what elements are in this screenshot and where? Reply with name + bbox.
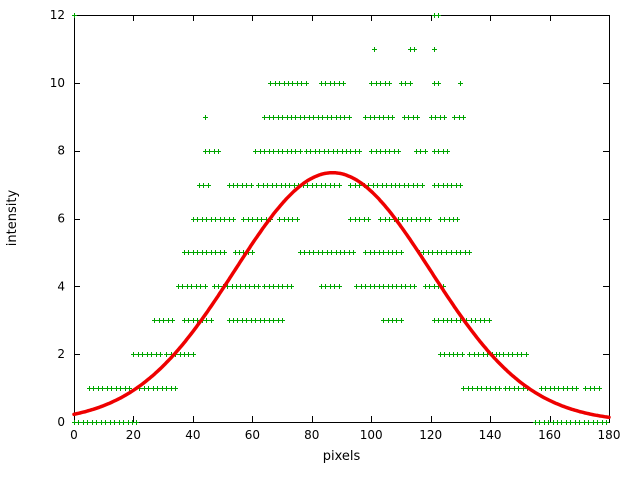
scatter-row (87, 386, 602, 391)
x-tick-label: 20 (126, 428, 141, 442)
x-tick-label: 0 (70, 428, 78, 442)
x-axis-title: pixels (322, 449, 361, 464)
x-tick-label: 60 (245, 428, 260, 442)
y-tick-label: 12 (50, 8, 65, 22)
fit-curve (72, 170, 611, 420)
scatter-row (72, 13, 441, 18)
scatter-row (372, 47, 437, 52)
scatter-row (176, 284, 446, 289)
y-tick-label: 10 (50, 76, 65, 90)
plot-border (74, 15, 610, 423)
scatter-row (131, 352, 529, 357)
axis-ticks (74, 15, 610, 423)
x-tick-label: 180 (598, 428, 621, 442)
y-tick-label: 6 (57, 212, 65, 226)
x-tick-label: 120 (419, 428, 442, 442)
scatter-row (203, 149, 450, 154)
x-tick-label: 40 (185, 428, 200, 442)
y-tick-label: 0 (57, 415, 65, 429)
scatter-row (197, 183, 463, 188)
x-tick-label: 140 (479, 428, 502, 442)
y-tick-label: 8 (57, 144, 65, 158)
y-tick-label: 4 (57, 279, 65, 293)
x-tick-label: 160 (538, 428, 561, 442)
y-tick-label: 2 (57, 347, 65, 361)
x-tick-label: 100 (360, 428, 383, 442)
tick-labels: 0 20 40 60 80 100 120 140 160 180 0 2 4 6 8 10 12 (50, 8, 621, 442)
scatter-row (72, 420, 609, 425)
scatter-points (72, 13, 609, 425)
scatter-row (182, 250, 472, 255)
scatter-row (203, 115, 466, 120)
y-axis-title: intensity (5, 189, 20, 247)
scatter-row (268, 81, 463, 86)
x-tick-label: 80 (304, 428, 319, 442)
scatter-row (191, 217, 460, 222)
